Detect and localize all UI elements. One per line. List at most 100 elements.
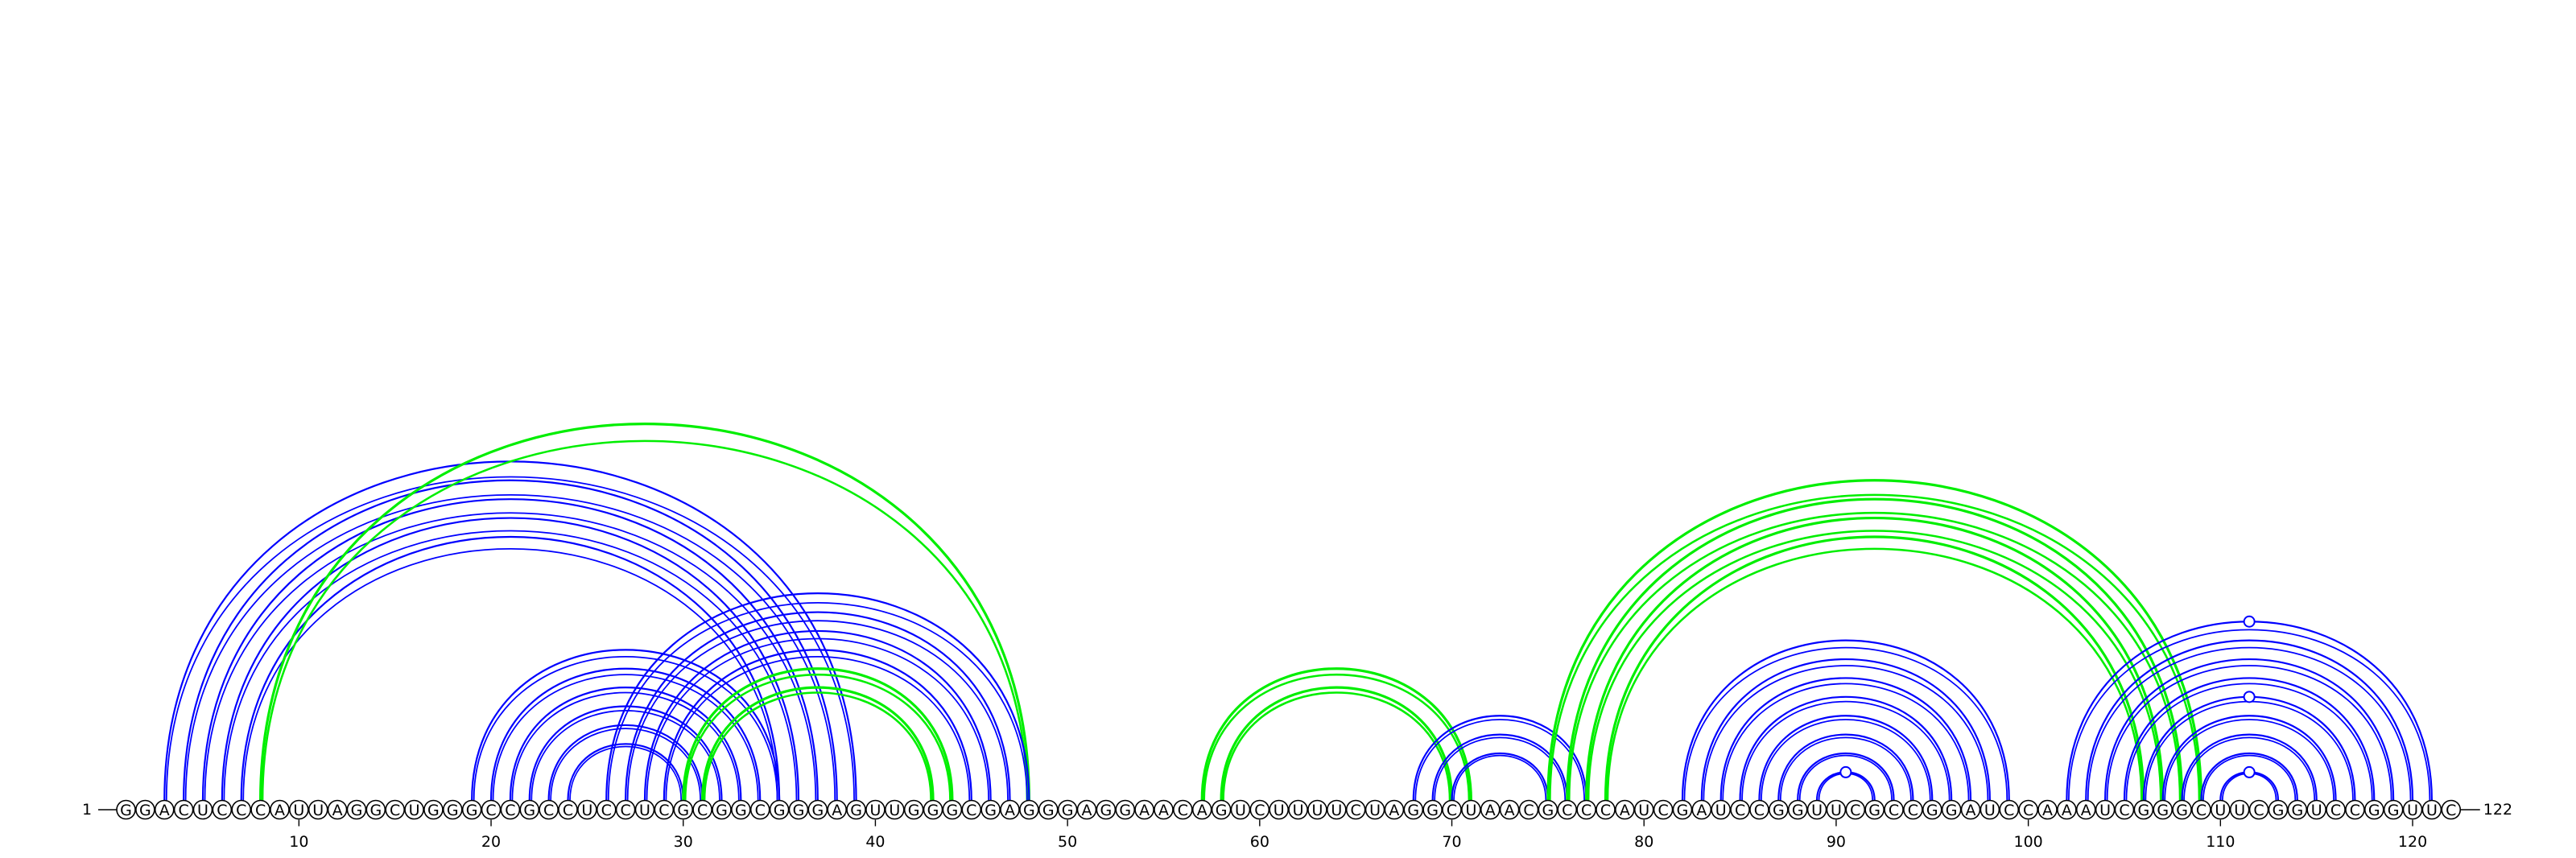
nucleotide-circle — [2287, 799, 2308, 820]
nucleotide-117: C — [2345, 799, 2365, 820]
nucleotide-letter: G — [1023, 802, 1035, 819]
nucleotide-letter: C — [1889, 802, 1899, 819]
nucleotide-circle — [1384, 799, 1405, 820]
loop-marker-1 — [2243, 765, 2256, 778]
nucleotide-letter: U — [1811, 802, 1823, 819]
nucleotide-letter: G — [351, 802, 363, 819]
nucleotide-circle — [1019, 799, 1039, 820]
nucleotide-circle — [1461, 799, 1481, 820]
nucleotide-circle — [346, 799, 367, 820]
nucleotide-circle — [423, 799, 444, 820]
nucleotide-81: C — [1653, 799, 1674, 820]
nucleotide-43: G — [923, 799, 943, 820]
nucleotide-letter: U — [1235, 802, 1246, 819]
base-pair-arc-inner-77-107 — [1587, 530, 2162, 801]
nucleotide-circle — [885, 799, 905, 820]
nucleotide-circle — [1211, 799, 1232, 820]
nucleotide-circle — [903, 799, 924, 820]
nucleotide-letter: A — [1139, 802, 1150, 819]
nucleotide-19: G — [461, 799, 482, 820]
nucleotide-letter: G — [1119, 802, 1131, 819]
nucleotide-circle — [1249, 799, 1270, 820]
nucleotide-5: U — [192, 799, 213, 820]
base-pair-arc-inner-103-120 — [2087, 646, 2412, 801]
nucleotide-26: C — [596, 799, 617, 820]
nucleotide-letter: G — [735, 802, 747, 819]
nucleotide-95: G — [1922, 799, 1942, 820]
tick-label-20: 20 — [481, 833, 501, 851]
nucleotide-32: G — [712, 799, 732, 820]
nucleotide-45: C — [961, 799, 982, 820]
nucleotide-letter: A — [1197, 802, 1208, 819]
nucleotide-91: C — [1845, 799, 1866, 820]
base-pair-arc-inner-30-44 — [683, 673, 952, 801]
nucleotide-77: C — [1576, 799, 1596, 820]
base-pair-arc-inner-20-34 — [492, 674, 759, 801]
nucleotide-3: A — [154, 799, 175, 820]
base-pair-arc-inner-26-48 — [607, 602, 1028, 801]
nucleotide-circle — [1922, 799, 1942, 820]
nucleotide-letter: U — [293, 802, 304, 819]
nucleotide-letter: G — [927, 802, 939, 819]
nucleotide-47: A — [1000, 799, 1020, 820]
nucleotide-27: C — [615, 799, 636, 820]
base-pair-arc-inner-23-31 — [550, 728, 701, 801]
nucleotide-38: A — [827, 799, 847, 820]
nucleotide-59: U — [1230, 799, 1251, 820]
nucleotide-circle — [1615, 799, 1635, 820]
nucleotide-60: C — [1249, 799, 1270, 820]
nucleotide-116: C — [2326, 799, 2346, 820]
nucleotide-15: C — [385, 799, 405, 820]
nucleotide-circle — [2345, 799, 2365, 820]
nucleotide-circle — [1864, 799, 1885, 820]
nucleotide-circle — [1672, 799, 1693, 820]
nucleotide-circle — [2075, 799, 2096, 820]
base-pair-arc-29-45 — [663, 649, 972, 801]
base-pair-arc-75-109 — [1546, 479, 2203, 801]
nucleotide-61: U — [1269, 799, 1289, 820]
nucleotide-letter: C — [1254, 802, 1265, 819]
nucleotide-circle — [1173, 799, 1193, 820]
loop-marker-3 — [2243, 615, 2256, 628]
tick-label-80: 80 — [1634, 833, 1653, 851]
nucleotide-111: U — [2229, 799, 2250, 820]
nucleotide-102: A — [2057, 799, 2077, 820]
nucleotide-letter: C — [2350, 802, 2360, 819]
nucleotide-circle — [2172, 799, 2192, 820]
nucleotide-52: G — [1096, 799, 1117, 820]
nucleotide-36: G — [788, 799, 809, 820]
nucleotide-letter: U — [2234, 802, 2245, 819]
nucleotide-circle — [1806, 799, 1827, 820]
nucleotide-letter: G — [1407, 802, 1419, 819]
nucleotide-circle — [807, 799, 828, 820]
nucleotide-82: G — [1672, 799, 1693, 820]
base-pair-arc-77-107 — [1585, 517, 2165, 801]
nucleotide-circle — [673, 799, 694, 820]
base-pair-arc-inner-29-45 — [665, 655, 971, 801]
nucleotide-87: G — [1769, 799, 1789, 820]
base-pair-arc-107-116 — [2161, 715, 2337, 801]
nucleotide-circle — [385, 799, 405, 820]
nucleotide-22: G — [519, 799, 540, 820]
nucleotide-circle — [1845, 799, 1866, 820]
base-pair-arc-inner-21-33 — [511, 691, 740, 801]
nucleotide-circle — [1979, 799, 2000, 820]
nucleotide-34: C — [749, 799, 770, 820]
nucleotide-letter: C — [505, 802, 515, 819]
nucleotide-circle — [519, 799, 540, 820]
base-pair-arc-inner-28-46 — [646, 637, 990, 801]
nucleotide-circle — [692, 799, 712, 820]
nucleotide-circle — [1076, 799, 1097, 820]
base-pair-arc-inner-102-121 — [2067, 629, 2431, 801]
nucleotide-circle — [154, 799, 175, 820]
nucleotide-72: A — [1480, 799, 1501, 820]
nucleotide-110: U — [2211, 799, 2231, 820]
nucleotide-42: G — [903, 799, 924, 820]
nucleotide-circle — [2191, 799, 2211, 820]
nucleotide-122: C — [2441, 799, 2462, 820]
nucleotide-circle — [558, 799, 578, 820]
nucleotide-105: C — [2114, 799, 2135, 820]
nucleotide-73: A — [1499, 799, 1520, 820]
nucleotide-circle — [1403, 799, 1424, 820]
nucleotide-112: C — [2248, 799, 2269, 820]
